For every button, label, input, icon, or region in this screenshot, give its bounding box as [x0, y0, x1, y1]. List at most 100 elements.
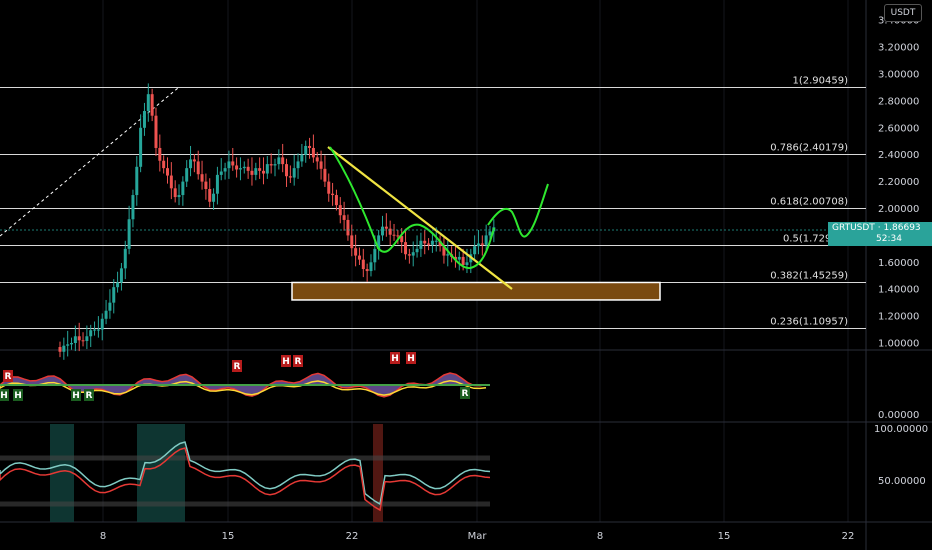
candle-body [411, 252, 415, 256]
time-tick-label: 22 [842, 531, 855, 542]
candle-body [181, 181, 185, 196]
time-tick-label: Mar [468, 531, 488, 542]
price-tick-label: 3.00000 [878, 70, 919, 81]
candle-body [62, 345, 66, 352]
candle-body [453, 256, 457, 260]
projection-curve[interactable] [487, 183, 549, 238]
candle-body [258, 168, 262, 171]
buy-signal-marker [13, 389, 23, 401]
candle-body [66, 344, 70, 346]
price-tick-label: 2.60000 [878, 123, 919, 134]
candle-body [116, 282, 120, 288]
candle-body [238, 168, 242, 170]
candle-body [304, 145, 308, 155]
candle-body [70, 343, 74, 345]
osc2-tick-100: 100.00000 [874, 424, 928, 435]
highlight-band [373, 424, 383, 522]
currency-label[interactable]: USDT [884, 4, 922, 22]
candle-body [139, 127, 143, 167]
candle-body [461, 256, 465, 265]
separator: · [877, 223, 881, 233]
candle-body [476, 243, 480, 247]
candle-body [246, 166, 250, 171]
candle-body [96, 329, 100, 331]
fib-level-label: 0.382(1.45259) [770, 271, 848, 282]
price-tick-label: 1.40000 [878, 285, 919, 296]
descending-trendline[interactable] [327, 146, 513, 290]
candle-body [473, 246, 477, 255]
candle-body [89, 330, 93, 337]
rsi-fast-line [0, 441, 491, 506]
candle-body [465, 262, 469, 265]
candle-body [407, 254, 411, 256]
osc1-area [0, 373, 490, 397]
candle-body [419, 240, 423, 249]
candle-body [177, 195, 181, 198]
candle-body [277, 157, 281, 165]
candle-body [93, 329, 97, 331]
price-axis[interactable]: 3.400003.200003.000002.800002.600002.400… [878, 16, 919, 350]
candle-body [127, 219, 131, 249]
buy-signal-marker [460, 387, 470, 399]
sell-signal-marker [3, 370, 13, 382]
time-axis[interactable]: 8 15 22 Mar 8 15 22 [100, 531, 855, 542]
candle-body [365, 269, 369, 272]
symbol-label: GRTUSDT [832, 223, 875, 233]
candle-body [438, 240, 442, 247]
candle-body [223, 168, 227, 172]
price-path-drawing[interactable] [329, 146, 495, 269]
candle-body [250, 170, 254, 175]
sell-signal-label: R [234, 362, 241, 372]
candle-body [442, 246, 446, 256]
buy-signal-label: R [462, 389, 469, 399]
candlestick-series [58, 83, 496, 360]
candle-body [100, 318, 104, 330]
candle-body [254, 168, 258, 175]
osc1-tick: 0.00000 [878, 410, 919, 421]
price-tick-label: 1.20000 [878, 312, 919, 323]
candle-body [212, 193, 216, 202]
candle-body [381, 226, 384, 236]
support-zone[interactable] [291, 281, 661, 301]
candle-body [281, 157, 285, 165]
candle-body [446, 254, 450, 256]
candle-body [423, 240, 427, 244]
candle-body [327, 181, 331, 194]
candle-body [261, 170, 265, 174]
candle-body [354, 248, 358, 256]
candle-body [231, 161, 235, 166]
candle-body [215, 174, 219, 194]
fibonacci-retracement[interactable] [0, 87, 866, 329]
candle-body [58, 347, 62, 352]
candle-body [242, 166, 246, 169]
candle-body [400, 236, 404, 243]
candle-body [342, 215, 346, 220]
candle-body [108, 302, 112, 311]
candle-body [300, 154, 304, 162]
candle-body [227, 161, 231, 169]
candle-body [81, 340, 85, 342]
bar-countdown: 52:34 [876, 234, 902, 244]
candle-body [173, 188, 177, 198]
buy-signal-marker [71, 389, 81, 401]
candle-body [308, 145, 312, 148]
buy-signal-label: R [86, 391, 93, 401]
candle-body [427, 243, 431, 245]
price-tick-label: 2.00000 [878, 204, 919, 215]
time-tick-label: 8 [597, 531, 603, 542]
candle-body [204, 181, 208, 189]
rsi-oscillator [0, 424, 491, 522]
sell-signal-label: H [282, 357, 290, 367]
candle-body [319, 161, 323, 169]
fib-level-label: 1(2.90459) [792, 76, 848, 87]
sell-signal-label: H [407, 354, 415, 364]
candle-body [146, 94, 150, 111]
candle-body [292, 168, 296, 178]
momentum-oscillator: RR H R H HH H H R R [0, 352, 490, 401]
buy-signal-label: H [14, 391, 22, 401]
candle-body [150, 94, 154, 116]
candle-body [166, 168, 169, 176]
sell-signal-label: R [295, 357, 302, 367]
candle-body [396, 235, 400, 237]
